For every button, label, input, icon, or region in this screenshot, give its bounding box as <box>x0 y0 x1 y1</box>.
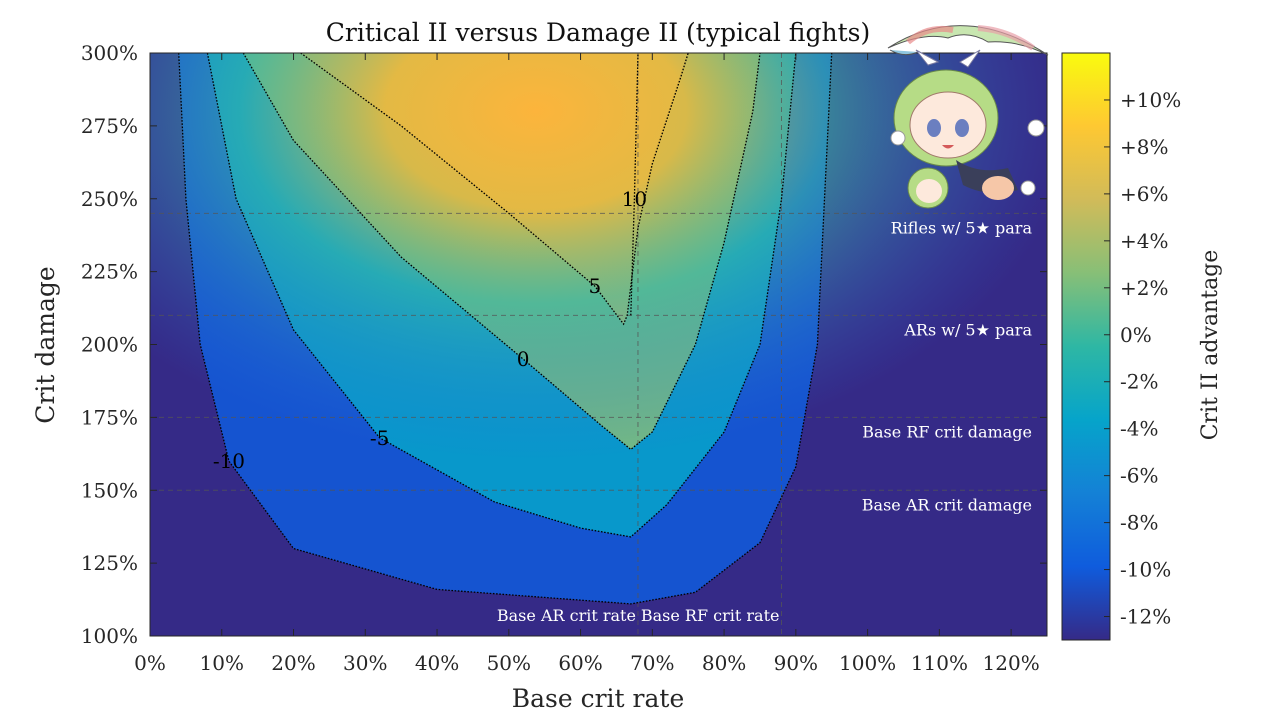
colorbar-tick-label: +2% <box>1120 276 1169 300</box>
x-tick-label: 60% <box>558 651 602 675</box>
x-tick-label: 10% <box>200 651 244 675</box>
reference-label: Rifles w/ 5★ para <box>891 218 1033 237</box>
colorbar-tick-label: -4% <box>1120 417 1159 441</box>
colorbar-tick-label: -6% <box>1120 464 1159 488</box>
x-tick-label: 120% <box>983 651 1040 675</box>
heatmap-layers <box>150 53 1047 636</box>
y-tick-label: 250% <box>81 187 138 211</box>
colorbar-label: Crit II advantage <box>1198 250 1223 441</box>
reference-label: Base AR crit damage <box>862 495 1032 514</box>
colorbar <box>1061 52 1111 641</box>
y-tick-label: 125% <box>81 551 138 575</box>
contour-label: -10 <box>213 449 245 473</box>
colorbar-tick-label: -2% <box>1120 370 1159 394</box>
x-tick-label: 70% <box>630 651 674 675</box>
x-tick-label: 30% <box>343 651 387 675</box>
y-tick-label: 100% <box>81 624 138 648</box>
contour-label: -5 <box>370 426 389 450</box>
contour-line <box>300 53 689 326</box>
x-tick-label: 90% <box>774 651 818 675</box>
heatmap-area <box>150 53 1047 636</box>
colorbar-tick-label: +6% <box>1120 182 1169 206</box>
reference-label: Base RF crit rate <box>641 606 780 625</box>
x-tick-label: 80% <box>702 651 746 675</box>
y-tick-label: 200% <box>81 333 138 357</box>
x-axis-ticks: 0% 10% 20% 30% 40% 50% 60% 70% 80% 90% 100% 110% 120… <box>134 53 1040 675</box>
colorbar-tick-label: -10% <box>1120 558 1171 582</box>
colorbar-tick-label: -12% <box>1120 605 1171 629</box>
y-tick-label: 300% <box>81 41 138 65</box>
colorbar-tick-label: -8% <box>1120 511 1159 535</box>
contour-lines <box>178 53 833 605</box>
heat-glow <box>150 53 1047 636</box>
y-tick-label: 225% <box>81 260 138 284</box>
mascot-illustration <box>887 25 1049 209</box>
x-tick-label: 110% <box>911 651 968 675</box>
y-tick-label: 175% <box>81 405 138 429</box>
reference-label: ARs w/ 5★ para <box>903 320 1032 339</box>
contour-label: 10 <box>622 187 647 211</box>
y-axis-label: Crit damage <box>31 266 60 423</box>
colorbar-tick-label: 0% <box>1120 323 1152 347</box>
contour-label: 0 <box>517 347 530 371</box>
x-tick-label: 40% <box>415 651 459 675</box>
contour-labels: 10 5 0 -5 -10 <box>213 187 647 473</box>
y-axis-ticks: 100% 125% 150% 175% 200% 225% 250% 275% 300% <box>81 41 1047 648</box>
colorbar-tick-label: +4% <box>1120 229 1169 253</box>
x-tick-label: 20% <box>271 651 315 675</box>
chart-title: Critical II versus Damage II (typical fi… <box>326 18 870 47</box>
reference-label: Base RF crit damage <box>862 422 1032 441</box>
x-tick-label: 0% <box>134 651 166 675</box>
y-tick-label: 275% <box>81 114 138 138</box>
character-face <box>909 91 987 159</box>
contour-label: 5 <box>589 274 602 298</box>
reference-labels: Rifles w/ 5★ para ARs w/ 5★ para Base RF c… <box>497 218 1033 625</box>
reference-label: Base AR crit rate <box>497 606 636 625</box>
colorbar-tick-label: +10% <box>1120 88 1181 112</box>
colorbar-ticks: +10% +8% +6% +4% +2% 0% -2% -4% -6% -8% -10% -12% <box>1104 88 1181 629</box>
contour-line <box>178 53 833 605</box>
y-tick-label: 150% <box>81 478 138 502</box>
x-axis-label: Base crit rate <box>512 684 685 713</box>
colorbar-tick-label: +8% <box>1120 135 1169 159</box>
x-tick-label: 100% <box>839 651 896 675</box>
x-tick-label: 50% <box>487 651 531 675</box>
reference-lines <box>150 53 1047 636</box>
